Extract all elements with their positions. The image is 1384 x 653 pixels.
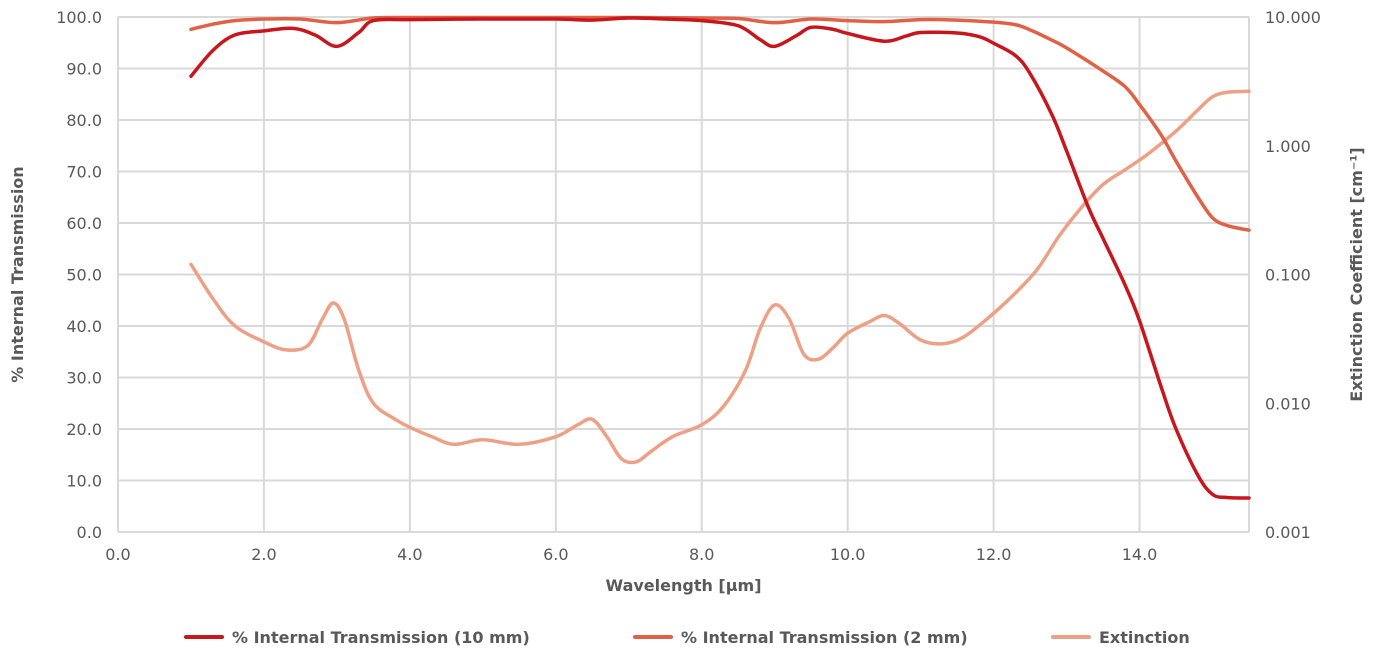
y-tick-label: 40.0 — [66, 317, 102, 336]
y-tick-label: 60.0 — [66, 214, 102, 233]
legend-label: % Internal Transmission (10 mm) — [232, 628, 530, 647]
y-tick-label: 80.0 — [66, 111, 102, 130]
y2-tick-label: 10.000 — [1265, 8, 1321, 27]
y2-axis-title: Extinction Coefficient [cm⁻¹] — [1347, 147, 1366, 401]
x-tick-label: 10.0 — [830, 545, 866, 564]
x-tick-label: 6.0 — [543, 545, 568, 564]
y2-tick-label: 0.001 — [1265, 523, 1311, 542]
series-line-2mm — [189, 15, 1251, 232]
x-tick-label: 12.0 — [976, 545, 1012, 564]
y-tick-label: 20.0 — [66, 420, 102, 439]
series-line-10mm — [189, 16, 1251, 500]
y-tick-label: 30.0 — [66, 369, 102, 388]
y2-tick-label: 1.000 — [1265, 137, 1311, 156]
y-tick-label: 100.0 — [56, 8, 102, 27]
legend-label: % Internal Transmission (2 mm) — [681, 628, 968, 647]
y-tick-label: 90.0 — [66, 60, 102, 79]
y-tick-label: 0.0 — [77, 523, 102, 542]
legend: % Internal Transmission (10 mm) % Interna… — [184, 628, 1190, 647]
grid — [117, 16, 1250, 533]
plot-area — [189, 15, 1251, 500]
y2-tick-label: 0.010 — [1265, 394, 1311, 413]
y-tick-label: 70.0 — [66, 163, 102, 182]
legend-label: Extinction — [1099, 628, 1190, 647]
x-tick-label: 14.0 — [1122, 545, 1158, 564]
axes: 0.0 10.0 20.0 30.0 40.0 50.0 60.0 70.0 80.0 90.0 1… — [56, 8, 1321, 564]
x-tick-label: 4.0 — [397, 545, 422, 564]
y-tick-label: 10.0 — [66, 472, 102, 491]
legend-item-10mm: % Internal Transmission (10 mm) — [184, 628, 530, 647]
x-axis-title: Wavelength [µm] — [605, 576, 761, 595]
x-tick-label: 0.0 — [105, 545, 130, 564]
y-axis-title: % Internal Transmission — [8, 166, 27, 382]
x-tick-label: 8.0 — [689, 545, 714, 564]
legend-item-2mm: % Internal Transmission (2 mm) — [633, 628, 968, 647]
y-tick-label: 50.0 — [66, 266, 102, 285]
x-tick-label: 2.0 — [251, 545, 276, 564]
y2-tick-label: 0.100 — [1265, 266, 1311, 285]
legend-item-extinction: Extinction — [1051, 628, 1190, 647]
series-line-extinction — [189, 89, 1251, 465]
